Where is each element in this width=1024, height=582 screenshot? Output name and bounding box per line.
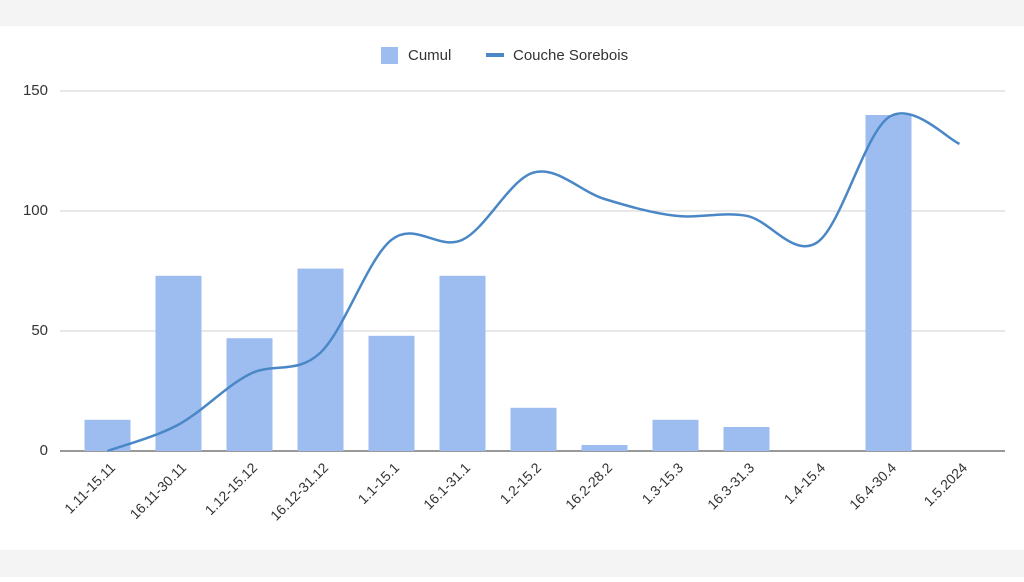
- bar: [439, 275, 486, 451]
- x-tick-label: 16.12-31.12: [267, 459, 331, 523]
- x-tick-label: 16.2-28.2: [562, 459, 615, 512]
- bar: [155, 275, 202, 451]
- legend-swatch: [381, 47, 398, 64]
- bar: [510, 407, 557, 451]
- x-tick-label: 16.3-31.3: [704, 459, 757, 512]
- bottom-band: [0, 550, 1024, 577]
- top-band: [0, 0, 1024, 26]
- y-tick-label: 50: [31, 322, 48, 339]
- x-tick-label: 1.4-15.4: [781, 459, 829, 507]
- x-tick-label: 1.5.2024: [920, 459, 970, 509]
- bar: [226, 338, 273, 451]
- x-tick-label: 1.11-15.11: [61, 459, 118, 516]
- bar: [297, 268, 344, 451]
- bar: [865, 115, 912, 451]
- x-tick-label: 1.12-15.12: [202, 459, 261, 518]
- x-tick-label: 1.3-15.3: [639, 459, 687, 507]
- legend-label: Couche Sorebois: [513, 47, 628, 64]
- bar: [723, 427, 770, 451]
- line: [107, 112, 961, 453]
- x-tick-label: 1.2-15.2: [497, 459, 545, 507]
- x-tick-label: 16.4-30.4: [846, 459, 899, 512]
- bar: [652, 419, 699, 451]
- x-tick-label: 1.1-15.1: [355, 459, 403, 507]
- bar: [581, 445, 628, 451]
- y-tick-label: 150: [23, 82, 48, 99]
- x-tick-label: 16.1-31.1: [420, 459, 473, 512]
- y-tick-label: 100: [23, 202, 48, 219]
- y-tick-label: 0: [40, 442, 48, 459]
- legend-label: Cumul: [408, 47, 451, 64]
- bar: [368, 335, 415, 451]
- x-tick-label: 16.11-30.11: [127, 459, 190, 522]
